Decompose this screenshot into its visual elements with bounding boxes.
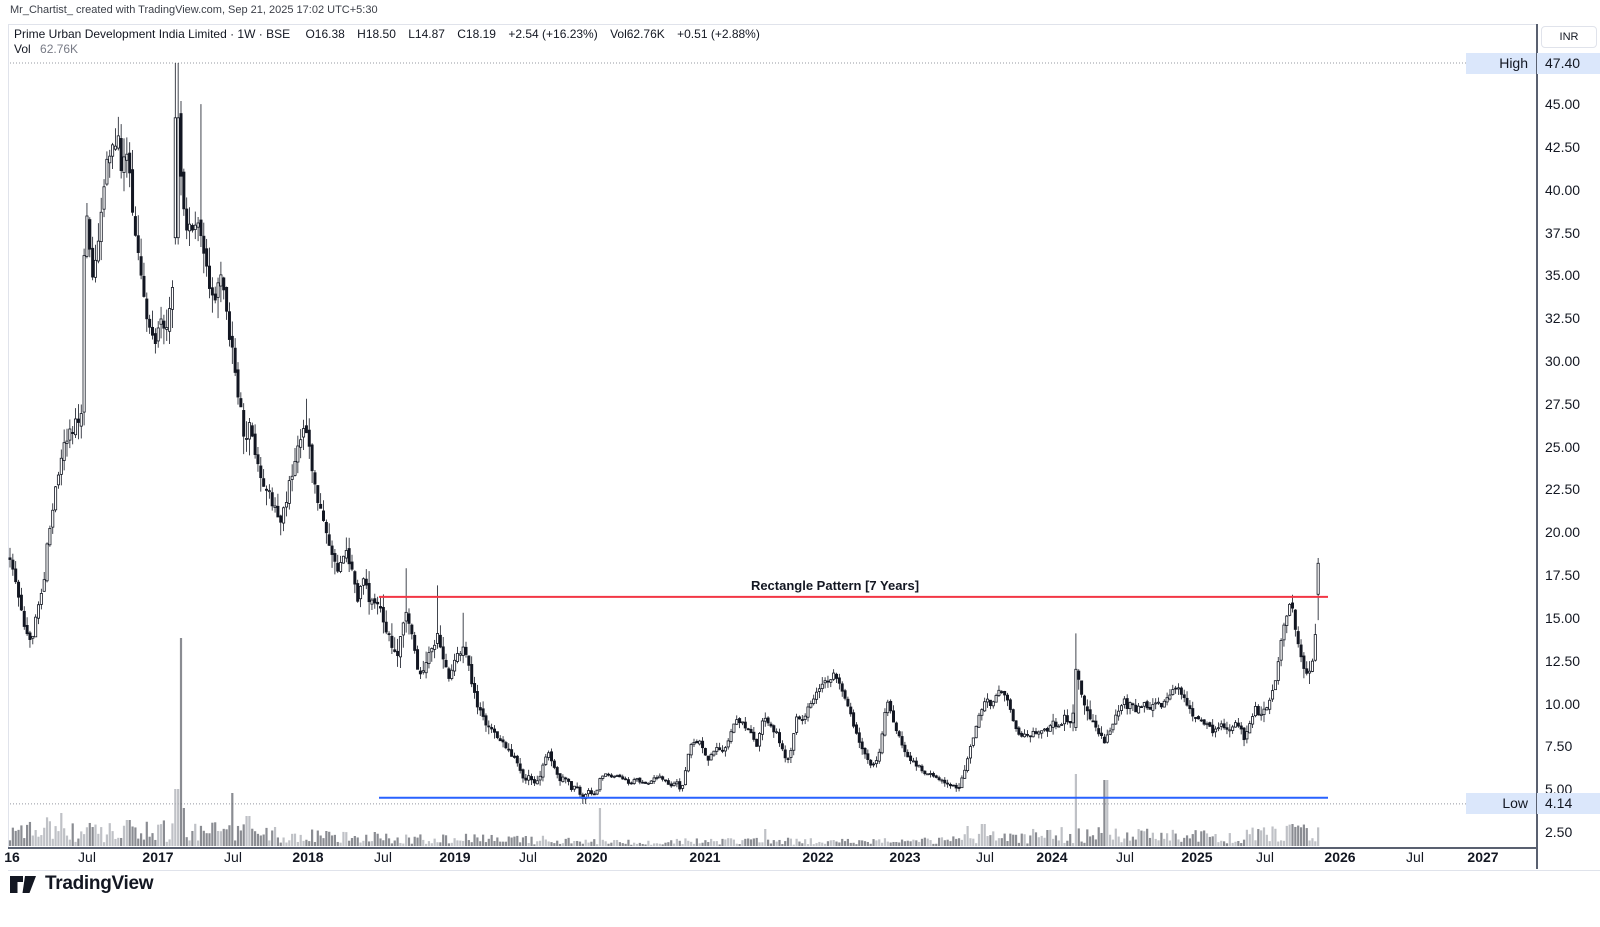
legend-open: O16.38	[305, 27, 345, 41]
legend-close: C18.19	[457, 27, 496, 41]
symbol-legend[interactable]: Prime Urban Development India Limited · …	[14, 27, 769, 41]
time-axis-separator	[8, 847, 1538, 849]
time-label: 16	[4, 849, 20, 865]
time-label: 2022	[802, 849, 834, 865]
price-tick: 32.50	[1545, 310, 1581, 327]
time-label: Jul	[78, 849, 96, 865]
frame-top	[8, 24, 1537, 25]
time-label: 2018	[292, 849, 324, 865]
price-tick: 42.50	[1545, 138, 1581, 155]
price-tick: 37.50	[1545, 224, 1581, 241]
tradingview-logo[interactable]: TradingView	[10, 873, 154, 895]
legend-low: L14.87	[408, 27, 445, 41]
time-label: 2023	[889, 849, 921, 865]
price-tick: 30.00	[1545, 353, 1581, 369]
price-tick: 22.50	[1545, 481, 1581, 498]
volume-label: Vol	[14, 42, 31, 56]
time-label: Jul	[1116, 849, 1134, 865]
high-marker-label: High	[1466, 52, 1536, 74]
time-label: 2021	[689, 849, 721, 865]
time-label: Jul	[374, 849, 392, 865]
attribution-text: Mr_Chartist_ created with TradingView.co…	[10, 4, 378, 16]
price-tick: 10.00	[1545, 695, 1581, 712]
price-tick: 5.00	[1545, 781, 1573, 798]
symbol-title: Prime Urban Development India Limited · …	[14, 27, 291, 41]
time-label: 2025	[1181, 849, 1213, 865]
time-label: Jul	[224, 849, 242, 865]
low-marker-label: Low	[1466, 793, 1536, 815]
low-marker-value: 4.14	[1537, 793, 1600, 815]
time-label: 2027	[1467, 849, 1499, 865]
price-tick: 25.00	[1545, 438, 1581, 455]
candles	[8, 63, 1320, 804]
price-tick: 40.00	[1545, 181, 1581, 198]
frame-left	[8, 24, 9, 848]
legend-high: H18.50	[357, 27, 396, 41]
time-label: Jul	[1406, 849, 1424, 865]
time-label: 2020	[576, 849, 608, 865]
price-tick: 2.50	[1545, 824, 1573, 840]
volume-bars	[8, 638, 1320, 846]
tradingview-wordmark: TradingView	[45, 873, 154, 894]
volume-value: 62.76K	[40, 42, 79, 56]
tradingview-icon	[10, 875, 36, 893]
time-label: 2019	[439, 849, 471, 865]
high-marker-value: 47.40	[1537, 52, 1600, 74]
price-tick: 7.50	[1545, 738, 1573, 755]
price-tick: 20.00	[1545, 524, 1581, 541]
time-label: 2017	[142, 849, 174, 865]
legend-volume-change: +0.51 (+2.88%)	[677, 27, 760, 41]
time-label: 2026	[1324, 849, 1356, 865]
price-tick: 17.50	[1545, 567, 1581, 584]
hilo-dotted-lines	[10, 62, 1466, 805]
price-tick: 35.00	[1545, 267, 1581, 284]
price-tick: 27.50	[1545, 395, 1581, 412]
time-label: Jul	[1256, 849, 1274, 865]
bottom-border	[8, 870, 1600, 871]
time-label: 2024	[1036, 849, 1068, 865]
price-axis-separator	[1536, 24, 1538, 869]
legend-change: +2.54 (+16.23%)	[508, 27, 598, 41]
legend-volume: Vol62.76K	[610, 27, 665, 41]
currency-button[interactable]: INR	[1541, 26, 1597, 48]
volume-legend[interactable]: Vol 62.76K	[14, 42, 78, 56]
price-tick: 12.50	[1545, 652, 1581, 669]
price-tick: 45.00	[1545, 96, 1581, 113]
time-label: Jul	[976, 849, 994, 865]
time-label: Jul	[519, 849, 537, 865]
price-tick: 15.00	[1545, 609, 1581, 626]
rectangle-pattern-label[interactable]: Rectangle Pattern [7 Years]	[750, 577, 920, 593]
